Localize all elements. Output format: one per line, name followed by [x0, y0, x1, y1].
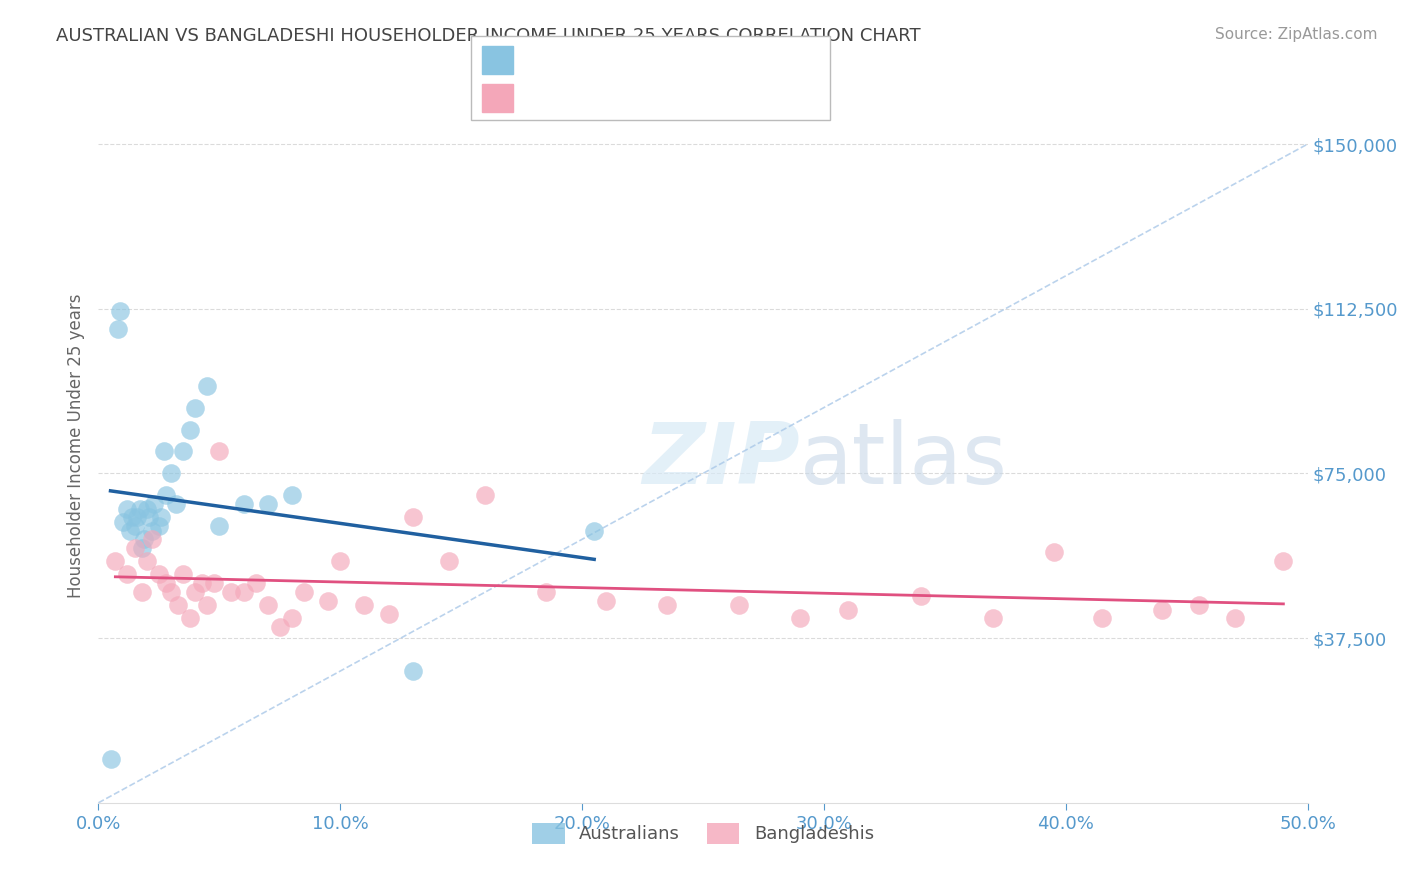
- Point: [316, 594, 339, 608]
- Point: [245, 576, 267, 591]
- Point: [160, 467, 183, 481]
- Point: [172, 567, 194, 582]
- Point: [437, 554, 460, 568]
- Text: AUSTRALIAN VS BANGLADESHI HOUSEHOLDER INCOME UNDER 25 YEARS CORRELATION CHART: AUSTRALIAN VS BANGLADESHI HOUSEHOLDER IN…: [56, 27, 921, 45]
- Y-axis label: Householder Income Under 25 years: Householder Income Under 25 years: [66, 293, 84, 599]
- Legend: Australians, Bangladeshis: Australians, Bangladeshis: [524, 815, 882, 851]
- Point: [377, 607, 399, 621]
- Point: [1188, 598, 1211, 612]
- Point: [353, 598, 375, 612]
- Point: [221, 585, 243, 599]
- Point: [329, 554, 352, 568]
- Point: [269, 620, 291, 634]
- Text: N = 45: N = 45: [689, 92, 762, 112]
- Text: N = 32: N = 32: [689, 54, 762, 73]
- Point: [118, 524, 141, 538]
- Point: [534, 585, 557, 599]
- Point: [124, 519, 146, 533]
- Point: [134, 533, 156, 547]
- Point: [1272, 554, 1295, 568]
- Point: [121, 510, 143, 524]
- Point: [138, 510, 160, 524]
- Point: [152, 444, 174, 458]
- Point: [1152, 602, 1174, 616]
- Point: [256, 497, 278, 511]
- Point: [141, 524, 163, 538]
- Point: [148, 567, 170, 582]
- Point: [108, 304, 131, 318]
- Point: [165, 497, 187, 511]
- Text: R = 0.082: R = 0.082: [524, 92, 631, 112]
- Point: [184, 585, 207, 599]
- Point: [474, 488, 496, 502]
- Point: [232, 497, 254, 511]
- Point: [150, 510, 173, 524]
- Point: [789, 611, 811, 625]
- Point: [155, 488, 177, 502]
- Point: [172, 444, 194, 458]
- Point: [179, 423, 201, 437]
- Point: [107, 321, 129, 335]
- Point: [232, 585, 254, 599]
- Point: [292, 585, 315, 599]
- Point: [583, 524, 606, 538]
- Point: [141, 533, 163, 547]
- Point: [1091, 611, 1114, 625]
- Point: [100, 752, 122, 766]
- Point: [1042, 545, 1064, 559]
- Text: ZIP: ZIP: [643, 418, 800, 502]
- Point: [1223, 611, 1246, 625]
- Point: [155, 576, 177, 591]
- Point: [281, 611, 304, 625]
- Point: [184, 401, 207, 415]
- Text: Source: ZipAtlas.com: Source: ZipAtlas.com: [1215, 27, 1378, 42]
- Point: [104, 554, 127, 568]
- Point: [402, 664, 425, 678]
- Point: [135, 501, 157, 516]
- Point: [195, 598, 218, 612]
- Point: [160, 585, 183, 599]
- Point: [195, 378, 218, 392]
- Point: [655, 598, 678, 612]
- Point: [208, 444, 231, 458]
- Point: [128, 501, 150, 516]
- Point: [135, 554, 157, 568]
- Point: [143, 497, 166, 511]
- Point: [167, 598, 190, 612]
- Point: [281, 488, 304, 502]
- Text: R = 0.254: R = 0.254: [524, 54, 631, 73]
- Point: [124, 541, 146, 555]
- Point: [728, 598, 751, 612]
- Point: [256, 598, 278, 612]
- Point: [117, 567, 139, 582]
- Point: [981, 611, 1004, 625]
- Point: [402, 510, 425, 524]
- Point: [127, 510, 149, 524]
- Point: [208, 519, 231, 533]
- Point: [191, 576, 214, 591]
- Point: [595, 594, 617, 608]
- Point: [131, 541, 153, 555]
- Point: [910, 590, 932, 604]
- Point: [111, 515, 134, 529]
- Text: atlas: atlas: [800, 418, 1008, 502]
- Point: [179, 611, 201, 625]
- Point: [204, 576, 226, 591]
- Point: [837, 602, 859, 616]
- Point: [148, 519, 170, 533]
- Point: [131, 585, 153, 599]
- Point: [117, 501, 139, 516]
